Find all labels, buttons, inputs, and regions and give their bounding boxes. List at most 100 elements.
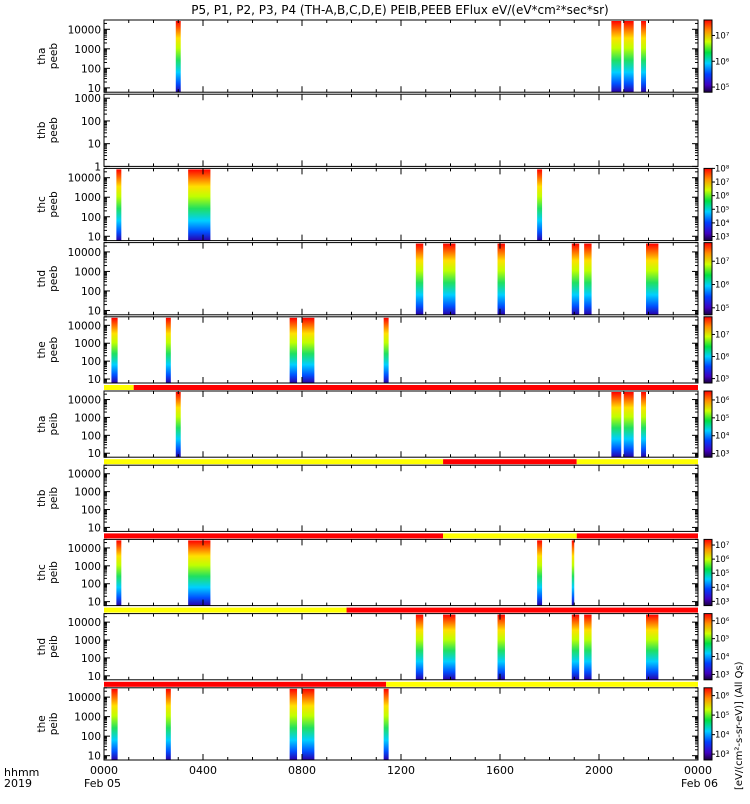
y-tick-label: 1000: [74, 266, 101, 278]
colorbar-tick-label: 10⁵: [715, 205, 729, 215]
time-tick-label: 0400: [189, 764, 217, 777]
panel-thd-peeb: 10 100 1000 10000 thd peeb 10⁵ 10⁶ 10⁷: [36, 242, 730, 317]
y-tick-label: 100: [81, 430, 101, 442]
y-tick-label: 10: [88, 231, 101, 243]
colorbar-tick-label: 10⁵: [715, 304, 729, 314]
panel-probe-label: thc: [36, 196, 48, 213]
colorbar-thd-peeb: [703, 242, 713, 316]
colorbar-tick-label: 10⁵: [715, 711, 729, 721]
y-tick-label: 10: [88, 522, 101, 534]
panel-frame: [103, 613, 699, 681]
y-tick-label: 10: [88, 597, 101, 609]
y-tick-label: 10000: [68, 247, 101, 259]
burst-the-peeb-3: [302, 317, 315, 383]
panel-the-peib: 10 100 1000 10000 the peib 10³ 10⁴ 10⁵ 10⁶: [36, 687, 730, 763]
panel-frame: [103, 242, 699, 316]
panel-probe-label: thb: [36, 121, 48, 139]
y-tick-label: 10: [88, 139, 101, 151]
colorbar-tick-label: 10⁶: [715, 57, 730, 67]
colorbar-tick-label: 10⁴: [715, 219, 730, 229]
y-tick-label: 10: [88, 305, 101, 317]
panel-thc-peib: 10 100 1000 10000 thc peib 10³ 10⁴ 10⁵ 10⁶ 10⁷: [36, 538, 730, 613]
burst-the-peib-4: [383, 688, 389, 760]
colorbar-tick-label: 10⁶: [715, 281, 730, 291]
flag-bar-segment: [104, 459, 444, 465]
y-tick-label: 100: [81, 63, 101, 75]
colorbar-tick-label: 10³: [715, 670, 729, 680]
y-tick-label: 1000: [74, 338, 101, 350]
colorbar-tick-label: 10⁷: [715, 31, 730, 41]
y-tick-label: 1000: [74, 93, 101, 105]
panel-frame: [103, 390, 699, 458]
y-tick-label: 100: [81, 505, 101, 517]
time-axis-label-hhmm: hhmm: [4, 766, 39, 779]
colorbar-tick-label: 10³: [715, 750, 729, 760]
y-tick-label: 10000: [68, 24, 101, 36]
y-tick-label: 1000: [74, 412, 101, 424]
burst-the-peib-1: [165, 688, 171, 760]
burst-thd-peeb-5: [646, 243, 659, 315]
burst-thd-peeb-0: [415, 243, 424, 315]
colorbar-tick-label: 10⁵: [715, 83, 729, 93]
panel-thb-peeb: 1 10 100 1000 thb peeb: [36, 93, 699, 173]
y-tick-label: 1000: [74, 487, 101, 499]
colorbar-thc-peeb: [703, 167, 713, 242]
y-tick-label: 10: [88, 374, 101, 386]
panel-probe-label: tha: [36, 47, 48, 64]
colorbar-the-peeb: [703, 316, 713, 384]
y-tick-label: 1000: [74, 192, 101, 204]
y-tick-label: 10000: [68, 617, 101, 629]
burst-tha-peib-3: [641, 392, 647, 458]
y-tick-label: 10: [88, 751, 101, 763]
burst-the-peeb-1: [165, 317, 171, 383]
burst-thd-peib-2: [497, 614, 505, 680]
panel-frame: [103, 19, 699, 93]
colorbar-tick-label: 10⁵: [715, 375, 729, 385]
colorbar-tick-label: 10⁴: [715, 731, 730, 741]
panel-thc-peeb: 10 100 1000 10000 thc peeb 10³ 10⁴ 10⁵ 10⁶ 10⁷ 10⁸: [36, 164, 730, 243]
burst-thc-peib-1: [188, 540, 211, 606]
time-axis: hhmm 2019 Feb 05 Feb 06 0000 0400 0800 1200…: [4, 764, 718, 790]
burst-thc-peib-2: [537, 540, 543, 606]
panel-frame: [103, 316, 699, 384]
burst-thc-peeb-2: [537, 169, 543, 241]
burst-the-peeb-0: [111, 317, 118, 383]
y-tick-label: 10: [88, 448, 101, 460]
colorbar-tick-label: 10⁶: [715, 555, 730, 565]
panel-probe-label: thd: [36, 638, 48, 655]
burst-thd-peib-1: [443, 614, 456, 680]
colorbar-tick-label: 10⁶: [715, 692, 730, 702]
panel-instrument-label: peib: [48, 635, 60, 658]
burst-thd-peeb-1: [443, 243, 456, 315]
flag-bar-segment: [104, 385, 134, 390]
y-tick-label: 10000: [68, 173, 101, 185]
burst-tha-peib-0: [175, 392, 181, 458]
time-axis-date-right: Feb 06: [681, 777, 718, 790]
colorbar-tick-label: 10⁷: [715, 330, 730, 340]
time-tick-label: 1200: [387, 764, 415, 777]
colorbar-tha-peib: [703, 390, 713, 458]
panel-thb-peib: 10 100 1000 10000 thb peib: [36, 464, 699, 539]
colorbar-tick-label: 10³: [715, 233, 729, 243]
colorbar-tick-label: 10³: [715, 597, 729, 607]
colorbar-unit-label: [eV/(cm²-s-sr-eV)] (All Qs): [734, 661, 745, 790]
y-tick-label: 100: [81, 356, 101, 368]
colorbar-tha-peeb: [703, 19, 713, 93]
panel-probe-label: the: [36, 715, 48, 732]
y-tick-label: 10000: [68, 543, 101, 555]
panel-frame: [103, 464, 699, 532]
burst-thc-peib-0: [116, 540, 122, 606]
flag-bar-segment: [443, 459, 577, 465]
y-tick-label: 100: [81, 579, 101, 591]
flag-bar-segment: [346, 607, 698, 613]
burst-tha-peeb-0: [175, 21, 181, 93]
flag-bar-segment: [443, 533, 577, 539]
colorbar-tick-label: 10⁶: [715, 192, 730, 202]
burst-thd-peib-3: [571, 614, 580, 680]
panel-probe-label: thb: [36, 489, 48, 507]
panel-instrument-label: peeb: [48, 265, 60, 292]
time-tick-label: 0000: [90, 764, 118, 777]
y-tick-label: 100: [81, 116, 101, 128]
y-tick-label: 100: [81, 653, 101, 665]
